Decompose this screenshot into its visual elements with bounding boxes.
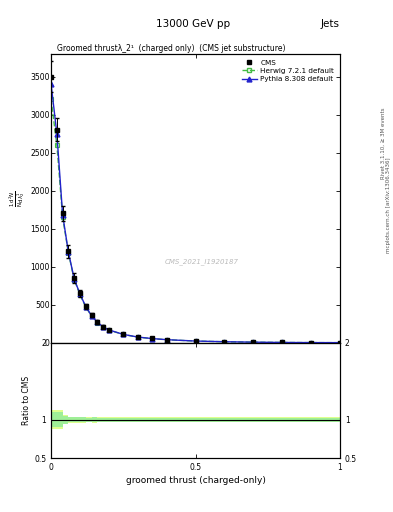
Text: Groomed thrustλ_2¹  (charged only)  (CMS jet substructure): Groomed thrustλ_2¹ (charged only) (CMS j… [57, 44, 285, 53]
Y-axis label: $\frac{1}{\mathrm{N}}\frac{\mathrm{d}^2N}{\mathrm{d}\lambda_2^1}$: $\frac{1}{\mathrm{N}}\frac{\mathrm{d}^2N… [7, 190, 28, 207]
Legend: CMS, Herwig 7.2.1 default, Pythia 8.308 default: CMS, Herwig 7.2.1 default, Pythia 8.308 … [239, 57, 336, 84]
Text: CMS_2021_I1920187: CMS_2021_I1920187 [164, 259, 238, 265]
X-axis label: groomed thrust (charged-only): groomed thrust (charged-only) [126, 476, 265, 485]
Text: 13000 GeV pp: 13000 GeV pp [156, 19, 230, 30]
Text: Jets: Jets [321, 19, 340, 30]
Text: mcplots.cern.ch [arXiv:1306.3436]: mcplots.cern.ch [arXiv:1306.3436] [386, 157, 391, 252]
Text: Rivet 3.1.10, ≥ 3M events: Rivet 3.1.10, ≥ 3M events [381, 108, 386, 179]
Y-axis label: Ratio to CMS: Ratio to CMS [22, 376, 31, 425]
